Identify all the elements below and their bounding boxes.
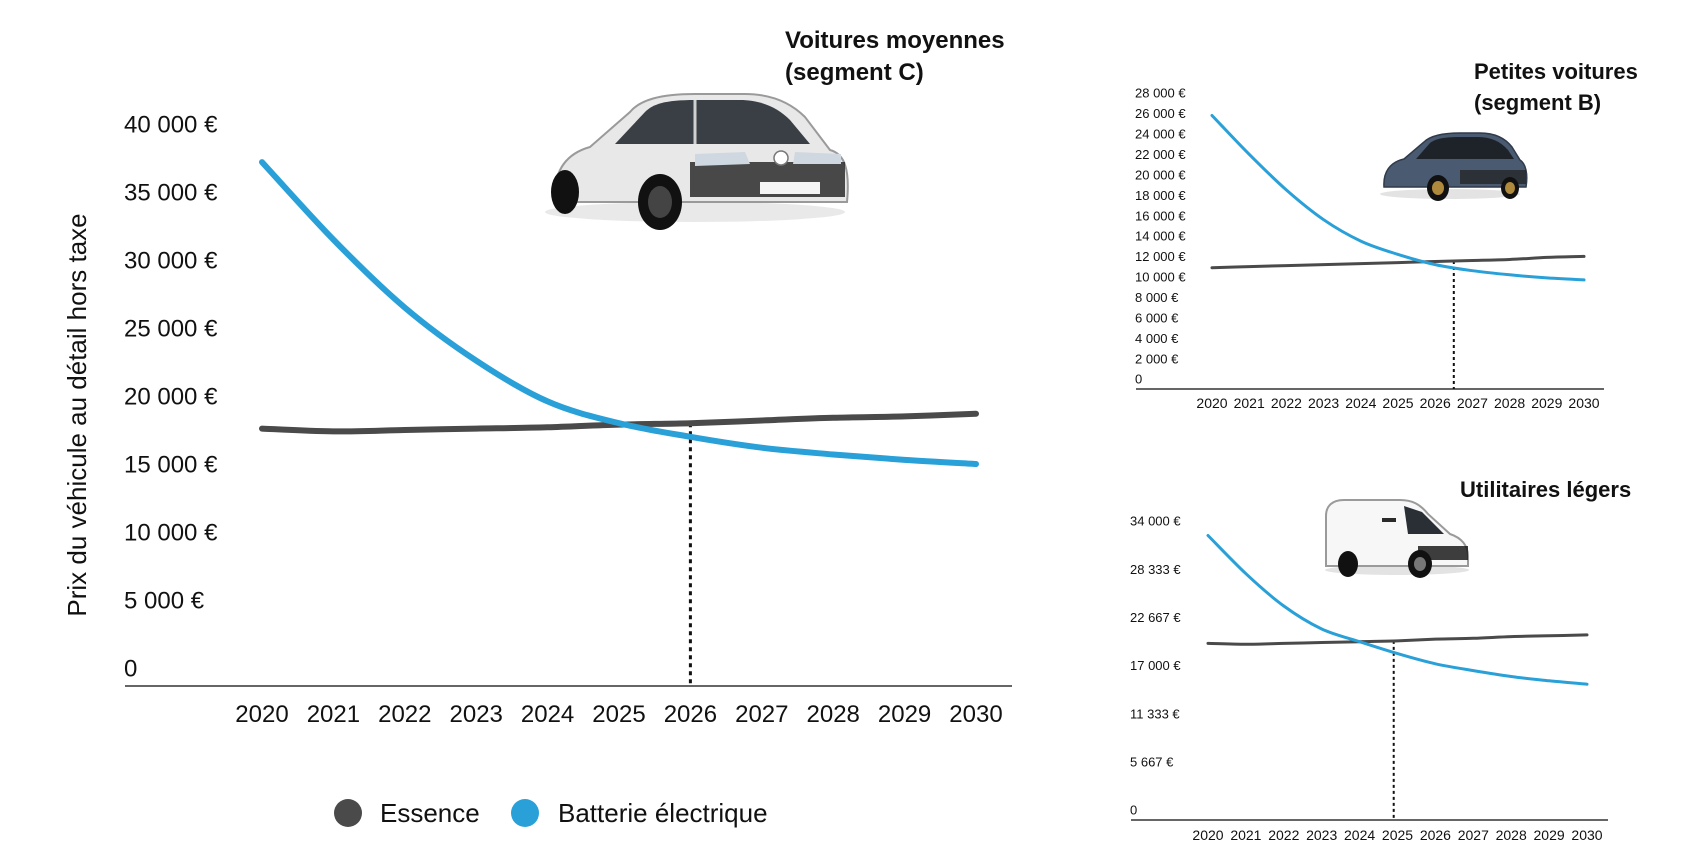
main-x-tick-label: 2023 — [450, 701, 503, 728]
small-x-tick-label: 2020 — [1196, 395, 1227, 411]
small-y-tick-label: 16 000 € — [1135, 208, 1186, 223]
small-series-essence-line — [1210, 254, 1586, 270]
main-x-tick-label: 2026 — [664, 701, 717, 728]
small-y-tick-label: 12 000 € — [1135, 249, 1186, 264]
van-x-tick-label: 2025 — [1382, 827, 1413, 843]
main-y-tick-label: 35 000 € — [124, 180, 218, 207]
main-y-tick-label: 10 000 € — [124, 520, 218, 547]
small-y-tick-label: 28 000 € — [1135, 86, 1186, 101]
main-y-tick-label: 40 000 € — [124, 112, 218, 139]
van-y-tick-label: 0 — [1130, 803, 1137, 818]
small-y-tick-label: 4 000 € — [1135, 331, 1179, 346]
main-chart-y-axis-label: Prix du véhicule au détail hors taxe — [62, 213, 92, 616]
van-x-tick-label: 2030 — [1571, 827, 1602, 843]
legend-electric-label: Batterie électrique — [558, 798, 768, 828]
small-chart-segment-b: Petites voitures (segment B) 0 2 000 € 4 0… — [1135, 59, 1638, 411]
small-y-tick-label: 24 000 € — [1135, 127, 1186, 142]
main-x-tick-label: 2027 — [735, 701, 788, 728]
van-chart-title-line-1: Utilitaires légers — [1460, 477, 1631, 502]
legend-essence-label: Essence — [380, 798, 480, 828]
van-x-tick-label: 2020 — [1192, 827, 1223, 843]
main-chart-title-line-2: (segment C) — [785, 59, 924, 86]
van-x-tick-label: 2028 — [1496, 827, 1527, 843]
van-chart-utilitaires: Utilitaires légers 0 5 667 € 11 333 € 17 00… — [1130, 477, 1631, 843]
van-y-tick-label: 11 333 € — [1130, 706, 1180, 721]
van-x-tick-label: 2026 — [1420, 827, 1451, 843]
van-x-tick-label: 2023 — [1306, 827, 1337, 843]
small-y-tick-label: 26 000 € — [1135, 106, 1186, 121]
main-y-tick-label: 0 — [124, 656, 137, 683]
small-y-tick-label: 8 000 € — [1135, 290, 1179, 305]
main-x-tick-label: 2028 — [807, 701, 860, 728]
small-y-tick-label: 20 000 € — [1135, 167, 1186, 182]
main-x-tick-label: 2029 — [878, 701, 931, 728]
small-series-electric-line — [1210, 114, 1586, 282]
small-chart-title-line-2: (segment B) — [1474, 90, 1601, 115]
small-y-tick-label: 2 000 € — [1135, 351, 1179, 366]
small-x-tick-label: 2024 — [1345, 395, 1376, 411]
main-x-tick-label: 2020 — [235, 701, 288, 728]
small-y-tick-label: 10 000 € — [1135, 270, 1186, 285]
small-x-tick-label: 2023 — [1308, 395, 1339, 411]
van-y-tick-label: 22 667 € — [1130, 610, 1181, 625]
delivery-van-icon — [1325, 499, 1469, 578]
van-series-essence-line — [1206, 633, 1589, 646]
small-x-tick-label: 2029 — [1531, 395, 1562, 411]
legend-electric-marker — [511, 799, 539, 827]
hatchback-car-icon — [545, 93, 849, 230]
small-x-tick-label: 2022 — [1271, 395, 1302, 411]
van-x-tick-label: 2024 — [1344, 827, 1375, 843]
van-x-tick-label: 2029 — [1534, 827, 1565, 843]
small-x-tick-label: 2030 — [1568, 395, 1599, 411]
small-y-tick-label: 14 000 € — [1135, 229, 1186, 244]
main-y-tick-label: 15 000 € — [124, 452, 218, 479]
main-y-tick-label: 30 000 € — [124, 248, 218, 275]
main-x-tick-label: 2021 — [307, 701, 360, 728]
legend-essence-marker — [334, 799, 362, 827]
main-chart-segment-c: Voitures moyennes (segment C) Prix du vé… — [62, 27, 1012, 728]
main-x-tick-label: 2025 — [592, 701, 645, 728]
small-x-tick-label: 2027 — [1457, 395, 1488, 411]
small-chart-title-line-1: Petites voitures — [1474, 59, 1638, 84]
small-x-tick-label: 2028 — [1494, 395, 1525, 411]
van-x-tick-label: 2027 — [1458, 827, 1489, 843]
small-x-tick-label: 2026 — [1420, 395, 1451, 411]
van-y-tick-label: 28 333 € — [1130, 562, 1181, 577]
main-y-tick-label: 20 000 € — [124, 384, 218, 411]
van-y-tick-label: 34 000 € — [1130, 514, 1181, 529]
small-y-tick-label: 6 000 € — [1135, 310, 1179, 325]
main-chart-title-line-1: Voitures moyennes — [785, 27, 1005, 54]
small-x-tick-label: 2021 — [1234, 395, 1265, 411]
van-x-tick-label: 2021 — [1230, 827, 1261, 843]
main-x-tick-label: 2022 — [378, 701, 431, 728]
main-x-tick-label: 2030 — [949, 701, 1002, 728]
chart-legend: Essence Batterie électrique — [334, 798, 768, 828]
small-y-tick-label: 18 000 € — [1135, 188, 1186, 203]
van-series-electric-line — [1206, 534, 1589, 686]
main-series-electric-line — [259, 159, 979, 467]
main-y-tick-label: 5 000 € — [124, 588, 205, 615]
main-x-tick-label: 2024 — [521, 701, 574, 728]
van-x-tick-label: 2022 — [1268, 827, 1299, 843]
small-y-tick-label: 22 000 € — [1135, 147, 1186, 162]
main-y-tick-label: 25 000 € — [124, 316, 218, 343]
van-y-tick-label: 17 000 € — [1130, 658, 1181, 673]
compact-car-icon — [1380, 132, 1528, 201]
van-y-tick-label: 5 667 € — [1130, 755, 1174, 770]
small-y-tick-label: 0 — [1135, 372, 1142, 387]
small-x-tick-label: 2025 — [1382, 395, 1413, 411]
